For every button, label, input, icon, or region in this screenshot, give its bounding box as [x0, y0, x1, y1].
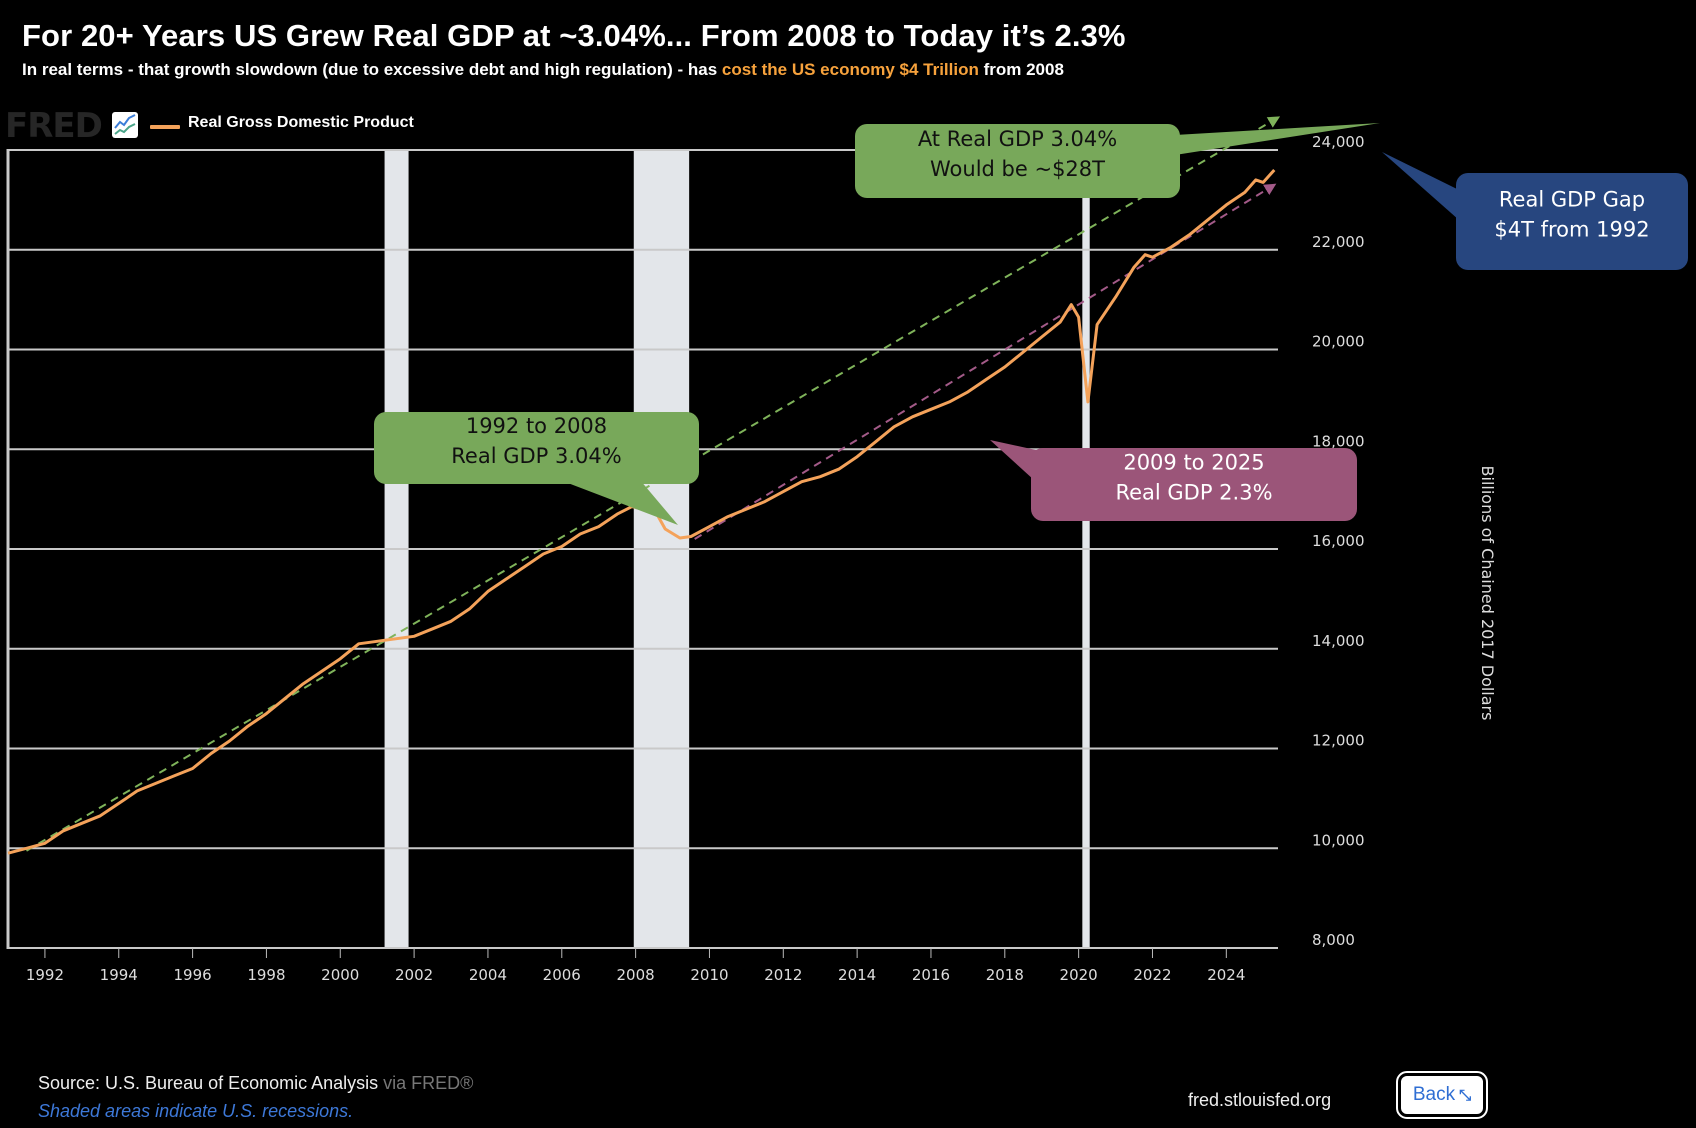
callout-text: Real GDP 3.04%	[451, 444, 621, 468]
x-tick-label: 1992	[26, 966, 64, 984]
y-tick-label: 12,000	[1312, 732, 1365, 750]
subtitle-highlight: cost the US economy $4 Trillion	[721, 60, 979, 79]
legend-swatch	[150, 125, 180, 129]
callout-text: Real GDP 2.3%	[1115, 481, 1272, 505]
site-url[interactable]: fred.stlouisfed.org	[1188, 1090, 1332, 1110]
callout-text: At Real GDP 3.04%	[918, 127, 1117, 151]
x-tick-label: 2004	[469, 966, 507, 984]
gdp-series	[7, 168, 1276, 855]
callout-text: 2009 to 2025	[1123, 451, 1264, 475]
legend-label: Real Gross Domestic Product	[188, 114, 414, 131]
chart-title: For 20+ Years US Grew Real GDP at ~3.04%…	[22, 18, 1126, 53]
fred-logo: FRED	[5, 106, 103, 146]
y-tick-label: 10,000	[1312, 831, 1365, 849]
subtitle-text: In real terms - that growth slowdown (du…	[22, 60, 722, 79]
x-tick-label: 2012	[764, 966, 802, 984]
green-trend-line	[25, 116, 1281, 852]
gdp-line	[7, 168, 1276, 855]
x-axis: 1992 1994 1996 1998 2000 2002 2004 2006 2008 2010…	[26, 948, 1245, 984]
callouts: At Real GDP 3.04% Would be ~$28T Real GDP …	[374, 123, 1688, 525]
source-via: via FRED®	[378, 1073, 474, 1093]
y-tick-label: 16,000	[1312, 532, 1365, 550]
back-label: Back	[1412, 1084, 1456, 1105]
callout-text: Real GDP Gap	[1499, 188, 1645, 212]
line-chart-icon	[112, 112, 138, 138]
recession-note: Shaded areas indicate U.S. recessions.	[38, 1101, 354, 1121]
x-tick-label: 2024	[1207, 966, 1245, 984]
y-tick-label: 22,000	[1312, 233, 1365, 251]
y-axis-title: Billions of Chained 2017 Dollars	[1478, 466, 1497, 721]
back-button[interactable]: Back ⤡	[1396, 1071, 1488, 1119]
callout-box	[374, 412, 699, 484]
x-tick-label: 1998	[247, 966, 285, 984]
y-tick-label: 24,000	[1312, 133, 1365, 151]
callout-pointer	[560, 480, 678, 525]
callout-pointer	[1382, 152, 1459, 220]
x-tick-label: 2008	[617, 966, 655, 984]
y-tick-label: 14,000	[1312, 632, 1365, 650]
y-tick-label: 18,000	[1312, 432, 1365, 450]
callout-purple: 2009 to 2025 Real GDP 2.3%	[990, 440, 1357, 521]
x-tick-label: 2000	[321, 966, 359, 984]
collapse-icon: ⤡	[1459, 1086, 1472, 1104]
chart-subtitle: In real terms - that growth slowdown (du…	[22, 60, 1064, 80]
x-tick-label: 2020	[1060, 966, 1098, 984]
subtitle-tail: from 2008	[978, 60, 1064, 79]
x-tick-label: 1996	[173, 966, 211, 984]
callout-box	[1031, 448, 1357, 521]
callout-text: $4T from 1992	[1494, 218, 1649, 242]
callout-green-top: At Real GDP 3.04% Would be ~$28T	[855, 123, 1380, 198]
callout-text: 1992 to 2008	[466, 414, 607, 438]
x-tick-label: 1994	[100, 966, 138, 984]
x-tick-label: 2022	[1133, 966, 1171, 984]
callout-box	[855, 124, 1180, 198]
y-axis: 8,000 10,000 12,000 14,000 16,000 18,000 20,00…	[1312, 133, 1365, 949]
callout-pointer	[1175, 123, 1380, 155]
source-label: Source: U.S. Bureau of Economic Analysis	[38, 1073, 379, 1093]
y-tick-label: 20,000	[1312, 333, 1365, 351]
x-tick-label: 2010	[690, 966, 728, 984]
source-text: Source: U.S. Bureau of Economic Analysis…	[38, 1073, 473, 1094]
y-tick-label: 8,000	[1312, 931, 1355, 949]
x-tick-label: 2018	[986, 966, 1024, 984]
x-tick-label: 2006	[543, 966, 581, 984]
callout-box	[1456, 173, 1688, 270]
x-tick-label: 2014	[838, 966, 876, 984]
x-tick-label: 2002	[395, 966, 433, 984]
callout-blue-gap: Real GDP Gap $4T from 1992	[1382, 152, 1688, 270]
callout-green-mid: 1992 to 2008 Real GDP 3.04%	[374, 412, 699, 525]
x-tick-label: 2016	[912, 966, 950, 984]
callout-text: Would be ~$28T	[930, 157, 1105, 181]
